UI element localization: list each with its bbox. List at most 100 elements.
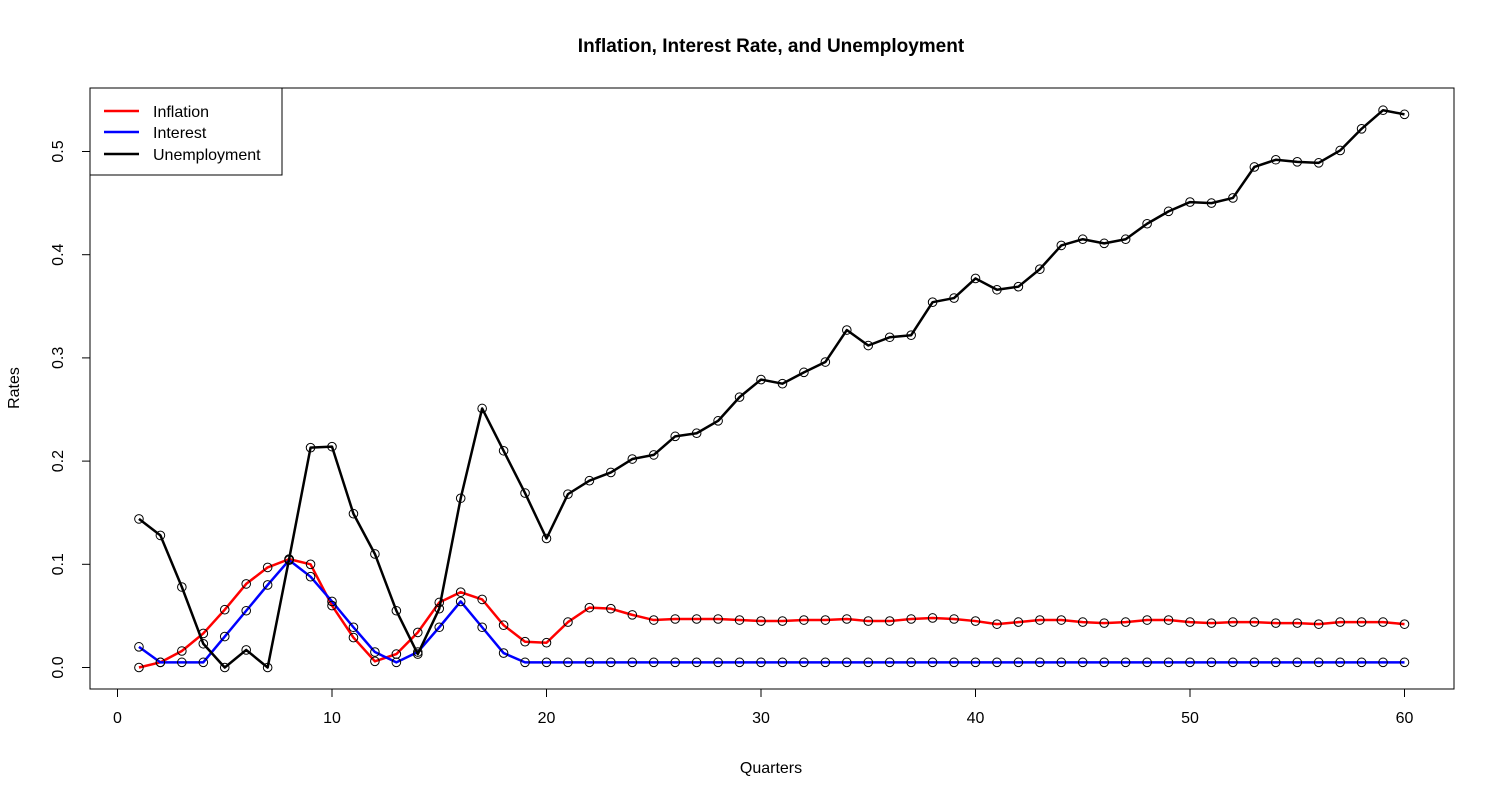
data-point-unemployment — [842, 325, 852, 335]
data-point-unemployment — [927, 297, 938, 307]
data-point-unemployment — [1335, 145, 1345, 156]
data-point-inflation — [520, 636, 530, 647]
data-point-interest — [863, 657, 874, 668]
data-point-unemployment — [970, 273, 981, 284]
data-point-inflation — [327, 600, 337, 611]
data-point-unemployment — [799, 367, 809, 378]
data-point-interest — [820, 657, 831, 668]
x-tick-label: 20 — [538, 710, 556, 727]
data-point-interest — [970, 657, 981, 668]
data-point-interest — [305, 571, 316, 582]
data-point-inflation — [777, 616, 788, 626]
data-point-inflation — [1163, 615, 1174, 625]
data-point-interest — [1292, 657, 1303, 668]
data-point-unemployment — [1378, 105, 1388, 116]
data-point-unemployment — [327, 441, 337, 452]
data-point-unemployment — [949, 293, 959, 303]
data-point-inflation — [1206, 618, 1217, 628]
data-point-inflation — [970, 616, 981, 626]
data-point-unemployment — [1356, 123, 1367, 134]
data-point-interest — [455, 596, 466, 607]
data-point-unemployment — [734, 392, 745, 402]
data-point-unemployment — [1228, 193, 1238, 203]
data-point-interest — [1335, 657, 1345, 668]
data-point-unemployment — [284, 554, 294, 564]
data-point-interest — [713, 657, 723, 668]
data-point-interest — [1163, 657, 1174, 668]
data-point-inflation — [1378, 617, 1388, 627]
data-point-inflation — [241, 579, 251, 589]
data-point-inflation — [1292, 618, 1303, 628]
data-point-unemployment — [1163, 206, 1174, 217]
data-point-inflation — [1056, 615, 1067, 625]
data-point-inflation — [927, 613, 938, 623]
data-point-interest — [1228, 657, 1238, 668]
data-point-inflation — [477, 594, 487, 605]
data-point-inflation — [1271, 618, 1281, 628]
data-point-inflation — [1399, 619, 1410, 629]
data-point-unemployment — [713, 416, 723, 426]
data-point-interest — [498, 648, 509, 658]
data-point-unemployment — [1120, 234, 1131, 245]
data-point-inflation — [842, 614, 852, 624]
data-point-interest — [1356, 657, 1367, 668]
data-point-inflation — [691, 614, 702, 624]
data-point-inflation — [863, 616, 874, 626]
data-point-unemployment — [563, 489, 573, 499]
data-point-unemployment — [1399, 109, 1410, 120]
data-point-unemployment — [1313, 158, 1324, 168]
x-tick-label: 10 — [323, 710, 341, 727]
legend-label-unemployment: Unemployment — [153, 147, 261, 164]
data-point-unemployment — [992, 284, 1002, 295]
data-point-inflation — [949, 614, 959, 624]
data-point-unemployment — [370, 549, 380, 559]
data-point-unemployment — [1185, 197, 1195, 207]
y-tick-label: 0.1 — [50, 553, 67, 575]
data-point-inflation — [713, 614, 723, 624]
data-point-unemployment — [219, 662, 230, 673]
data-point-interest — [1313, 657, 1324, 668]
data-point-unemployment — [627, 454, 638, 464]
data-point-interest — [520, 657, 530, 668]
data-point-unemployment — [606, 467, 616, 478]
data-point-interest — [627, 657, 638, 668]
data-point-inflation — [1313, 619, 1324, 629]
x-tick-label: 40 — [967, 710, 985, 727]
data-point-unemployment — [670, 431, 681, 442]
data-point-inflation — [348, 632, 359, 643]
data-point-interest — [1399, 657, 1410, 668]
data-point-unemployment — [305, 442, 316, 453]
data-point-inflation — [1013, 617, 1024, 627]
data-point-interest — [1013, 657, 1024, 668]
data-point-inflation — [1356, 617, 1367, 627]
data-point-interest — [584, 657, 595, 668]
y-tick-label: 0.2 — [50, 450, 67, 472]
data-point-inflation — [262, 562, 273, 573]
data-point-inflation — [1099, 618, 1109, 628]
series-line-unemployment — [138, 108, 1405, 669]
data-point-interest — [1099, 657, 1109, 668]
data-point-interest — [927, 657, 938, 668]
data-point-unemployment — [1013, 281, 1024, 292]
data-point-unemployment — [648, 450, 659, 460]
data-point-inflation — [498, 620, 509, 630]
data-point-inflation — [734, 615, 745, 625]
y-tick-label: 0.0 — [50, 656, 67, 678]
data-point-inflation — [563, 617, 573, 627]
data-point-unemployment — [391, 605, 402, 616]
data-point-unemployment — [1142, 218, 1152, 229]
data-point-interest — [541, 657, 552, 668]
data-point-unemployment — [1035, 264, 1045, 274]
data-point-unemployment — [477, 403, 487, 414]
data-point-interest — [1185, 657, 1195, 668]
data-point-inflation — [134, 662, 144, 673]
data-point-interest — [327, 596, 337, 607]
data-point-interest — [648, 657, 659, 668]
data-point-unemployment — [1206, 198, 1217, 208]
data-point-interest — [1142, 657, 1152, 668]
data-point-inflation — [1335, 617, 1345, 627]
data-point-unemployment — [863, 340, 874, 351]
data-point-unemployment — [498, 445, 509, 456]
series-line-inflation — [138, 557, 1405, 669]
y-tick-label: 0.3 — [50, 347, 67, 369]
